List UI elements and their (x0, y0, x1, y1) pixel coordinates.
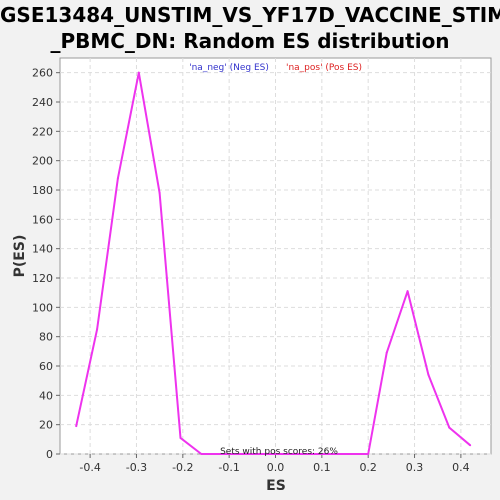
data-point (367, 453, 370, 455)
y-tick-label: 80 (39, 331, 53, 344)
x-ticks: -0.4 -0.3 -0.2 -0.1 0.0 0.1 0.2 0.3 0.4 (79, 454, 470, 474)
y-tick-label: 260 (32, 67, 53, 80)
data-point (283, 453, 286, 455)
data-point (385, 351, 388, 354)
data-point (448, 426, 451, 429)
legend-pos: 'na_pos' (Pos ES) (286, 63, 362, 73)
data-point (427, 373, 430, 376)
y-tick-label: 120 (32, 272, 53, 285)
x-tick-label: -0.4 (79, 461, 100, 474)
chart-title-line2: _PBMC_DN: Random ES distribution (50, 29, 450, 53)
y-tick-label: 220 (32, 125, 53, 138)
data-point (200, 453, 203, 455)
x-tick-label: 0.2 (359, 461, 377, 474)
data-point (325, 453, 328, 455)
data-point (262, 453, 265, 455)
chart-title: GSE13484_UNSTIM_VS_YF17D_VACCINE_STIM _P… (0, 2, 500, 54)
data-point (221, 453, 224, 455)
series-group (75, 71, 472, 455)
x-tick-label: -0.2 (172, 461, 193, 474)
data-point (96, 328, 99, 331)
y-tick-label: 240 (32, 96, 53, 109)
data-point (469, 444, 472, 447)
y-tick-label: 40 (39, 389, 53, 402)
y-tick-label: 160 (32, 213, 53, 226)
y-tick-label: 60 (39, 360, 53, 373)
data-point (75, 425, 78, 428)
x-tick-label: 0.0 (267, 461, 285, 474)
x-tick-label: 0.4 (452, 461, 470, 474)
data-point (242, 453, 245, 455)
pos-scores-annotation: Sets with pos scores: 26% (220, 447, 338, 457)
y-tick-label: 200 (32, 155, 53, 168)
chart-title-line1: GSE13484_UNSTIM_VS_YF17D_VACCINE_STIM (0, 3, 500, 27)
data-point (137, 71, 140, 74)
data-point (304, 453, 307, 455)
x-axis-label: ES (266, 478, 286, 494)
y-tick-label: 140 (32, 243, 53, 256)
x-tick-label: 0.1 (313, 461, 331, 474)
x-tick-label: -0.3 (126, 461, 147, 474)
y-tick-label: 0 (46, 448, 53, 461)
data-point (179, 436, 182, 439)
data-point (158, 191, 161, 194)
data-point (116, 177, 119, 180)
data-point (406, 290, 409, 293)
series-line (75, 71, 471, 455)
data-point (346, 453, 349, 455)
y-tick-label: 20 (39, 419, 53, 432)
y-axis-label: P(ES) (12, 235, 28, 278)
y-tick-label: 100 (32, 301, 53, 314)
legend-neg: 'na_neg' (Neg ES) (189, 63, 269, 73)
y-tick-label: 180 (32, 184, 53, 197)
x-tick-label: -0.1 (218, 461, 239, 474)
x-tick-label: 0.3 (406, 461, 424, 474)
y-ticks: 0 20 40 60 80 100 120 140 160 180 200 220 240 260 (32, 67, 60, 461)
